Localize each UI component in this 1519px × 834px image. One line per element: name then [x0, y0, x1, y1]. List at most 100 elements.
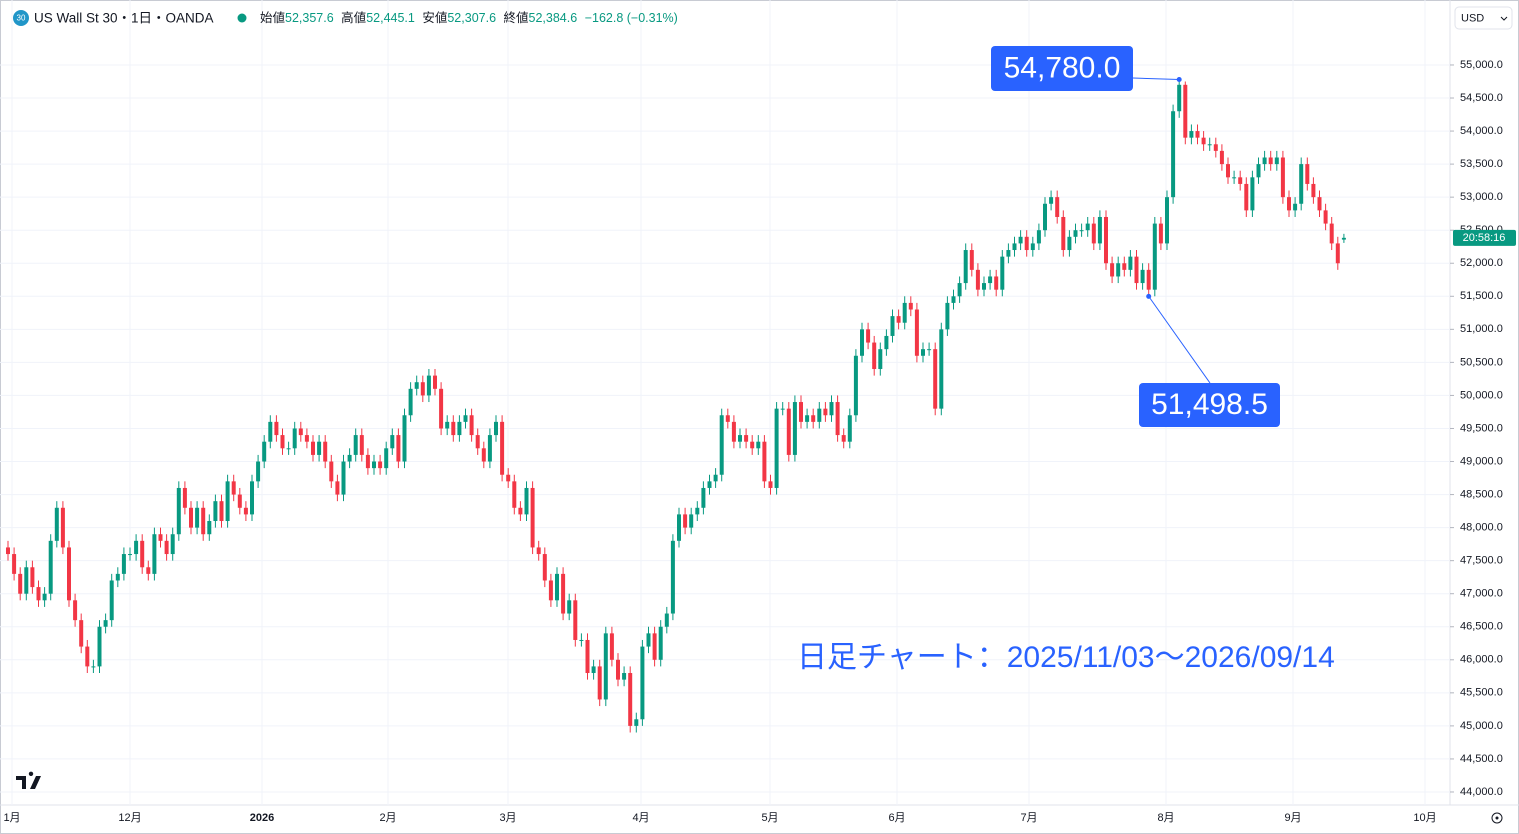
y-tick-label: 45,000.0 [1460, 720, 1503, 732]
market-status[interactable] [237, 13, 247, 23]
currency[interactable]: USD [1461, 12, 1484, 24]
candle-body [311, 441, 315, 455]
candle-body [213, 501, 218, 522]
annotation-box [1139, 383, 1280, 427]
currency-button[interactable] [1454, 6, 1513, 30]
candle-body [725, 415, 730, 422]
candle-body [1097, 216, 1102, 244]
settings-icon-dot [1495, 816, 1499, 820]
candle-body [634, 719, 639, 726]
candle-body [719, 415, 724, 475]
candle-body [908, 302, 913, 310]
x-tick-label: 6月 [888, 812, 905, 824]
x-tick-label: 4月 [632, 812, 649, 824]
candle-body [1335, 243, 1340, 264]
candle-body [744, 435, 749, 442]
candle-body [1018, 236, 1023, 244]
dropdown-arrow[interactable] [1500, 16, 1508, 21]
candle-body [664, 613, 669, 627]
candle-body [298, 428, 303, 436]
candle-body [384, 448, 389, 469]
candle-body [585, 639, 590, 674]
candle-body [6, 547, 10, 555]
candle-body [140, 540, 145, 568]
candle-body [225, 481, 230, 522]
logo[interactable] [16, 771, 41, 789]
candle-body [128, 554, 132, 556]
candle-body [481, 448, 486, 462]
candle-body [1201, 137, 1206, 145]
candle-body [152, 534, 157, 574]
candle-body [85, 646, 90, 667]
open-value: 52,357.6 [285, 11, 334, 25]
annotation-box [991, 46, 1133, 91]
x-tick-label: 12月 [118, 812, 141, 824]
candle-body [683, 514, 688, 528]
low-label: 安値 [422, 10, 447, 25]
y-tick-label: 46,500.0 [1460, 621, 1503, 633]
candle-body [530, 487, 535, 548]
candle-body [756, 441, 761, 449]
x-tick-label: 10月 [1413, 812, 1436, 824]
candle-body [439, 388, 444, 429]
candle-body [689, 514, 694, 528]
candle-body [317, 441, 322, 455]
candle-body [109, 580, 114, 621]
candle-body [853, 355, 858, 416]
candle-body [536, 547, 541, 555]
candle-body [219, 501, 224, 522]
candle-body [1262, 157, 1267, 165]
y-tick-label: 46,000.0 [1460, 654, 1503, 666]
candle-body [1067, 236, 1072, 251]
candle-body [103, 620, 108, 627]
symbol[interactable]: US Wall St 30・1日・OANDA [34, 11, 214, 26]
candle-body [42, 593, 47, 601]
candle-body [921, 349, 925, 356]
candle-body [512, 481, 517, 508]
candle-body [1287, 197, 1291, 211]
candle-body [609, 633, 614, 660]
candle-body [414, 382, 419, 389]
y-tick-label: 51,000.0 [1460, 323, 1503, 335]
candle-body [707, 481, 712, 488]
candle-body [878, 349, 883, 369]
candle-body [652, 633, 657, 660]
candle-body [945, 302, 950, 330]
candle-body [365, 454, 370, 469]
ohlc-legend: 始値52,357.6 高値52,445.1 安値52,307.6 終値52,38… [260, 10, 678, 25]
symbol-icon [13, 10, 29, 26]
candle-body [304, 435, 309, 442]
candle-body [1012, 243, 1017, 251]
candle-body [542, 554, 547, 581]
candle-body [555, 573, 559, 601]
candle-body [884, 335, 889, 350]
candle-body [1055, 197, 1060, 217]
candle-body [890, 316, 895, 336]
candle-body [335, 481, 340, 495]
candle-body [1122, 263, 1127, 270]
candle-body [420, 382, 425, 396]
candle-body [591, 666, 596, 674]
candle-body [841, 435, 846, 442]
candle-body [603, 633, 608, 700]
candle-body [97, 626, 102, 667]
candle-body [811, 415, 816, 422]
candle-body [1091, 223, 1096, 244]
candle-body [280, 435, 285, 449]
candle-body [170, 534, 175, 555]
candle-body [713, 474, 718, 482]
candle-body [786, 408, 791, 455]
candle-body [207, 521, 212, 535]
candle-body [982, 283, 986, 290]
candle-body [274, 421, 279, 436]
settings-icon[interactable] [1491, 812, 1503, 824]
candle-body [799, 402, 803, 422]
candle-body [835, 402, 840, 436]
candle-body [1238, 177, 1243, 184]
candle-body [506, 474, 511, 482]
candle-body [823, 408, 828, 416]
candle-body [731, 421, 736, 442]
annotation-label: 54,780.0 [1004, 51, 1121, 84]
candle-body [286, 448, 291, 450]
candle-body [146, 567, 151, 574]
